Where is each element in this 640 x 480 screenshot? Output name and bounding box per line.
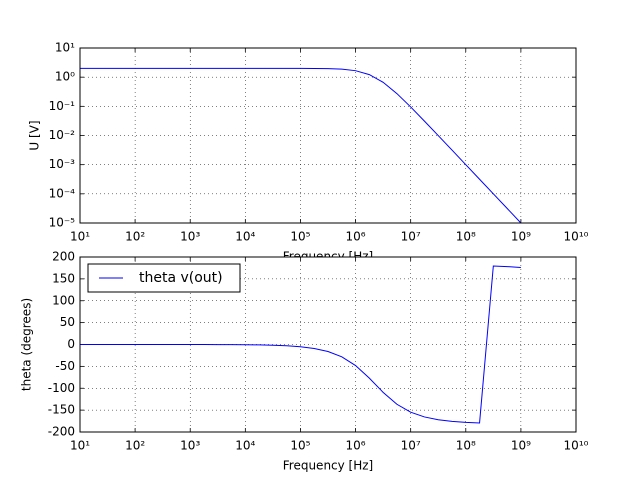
x-tick-label: 10⁸ — [456, 230, 476, 244]
y-tick-label: 10⁻² — [49, 128, 76, 142]
y-tick-label: 100 — [52, 293, 75, 307]
y-tick-label: -200 — [48, 425, 75, 439]
x-tick-label: 10⁴ — [235, 439, 255, 453]
x-tick-label: 10¹⁰ — [564, 230, 589, 244]
x-tick-label: 10¹⁰ — [564, 439, 589, 453]
x-tick-label: 10² — [125, 439, 145, 453]
x-tick-label: 10⁵ — [290, 439, 310, 453]
y-axis-label: U [V] — [28, 120, 42, 150]
y-tick-label: 10¹ — [55, 41, 75, 55]
y-axis-label: theta (degrees) — [20, 298, 34, 391]
y-tick-label: -150 — [48, 403, 75, 417]
x-tick-label: 10⁴ — [235, 230, 255, 244]
legend-label: theta v(out) — [139, 270, 223, 286]
x-tick-label: 10⁹ — [511, 439, 531, 453]
y-tick-label: 10⁻⁵ — [49, 216, 76, 230]
y-tick-label: 10⁰ — [55, 70, 75, 84]
y-tick-label: 10⁻³ — [49, 157, 76, 171]
x-tick-label: 10⁷ — [401, 230, 421, 244]
y-tick-label: 10⁻⁴ — [49, 186, 76, 200]
axes-frame — [79, 47, 577, 224]
x-tick-label: 10³ — [180, 439, 200, 453]
axes-frame — [79, 256, 577, 433]
x-tick-label: 10⁹ — [511, 230, 531, 244]
x-tick-label: 10¹ — [70, 230, 90, 244]
x-tick-label: 10¹ — [70, 439, 90, 453]
x-tick-label: 10⁵ — [290, 230, 310, 244]
y-tick-label: -100 — [48, 381, 75, 395]
x-tick-label: 10⁶ — [346, 230, 366, 244]
y-tick-label: -50 — [55, 359, 75, 373]
y-tick-label: 200 — [52, 250, 75, 264]
x-tick-label: 10⁸ — [456, 439, 476, 453]
y-tick-label: 0 — [67, 337, 75, 351]
data-line — [80, 67, 522, 223]
x-axis-label: Frequency [Hz] — [283, 459, 374, 473]
y-tick-label: 150 — [52, 271, 75, 285]
x-tick-label: 10⁷ — [401, 439, 421, 453]
y-tick-label: 10⁻¹ — [49, 99, 76, 113]
x-tick-label: 10³ — [180, 230, 200, 244]
data-line — [80, 265, 521, 424]
x-tick-label: 10⁶ — [346, 439, 366, 453]
x-tick-label: 10² — [125, 230, 145, 244]
y-tick-label: 50 — [60, 315, 75, 329]
